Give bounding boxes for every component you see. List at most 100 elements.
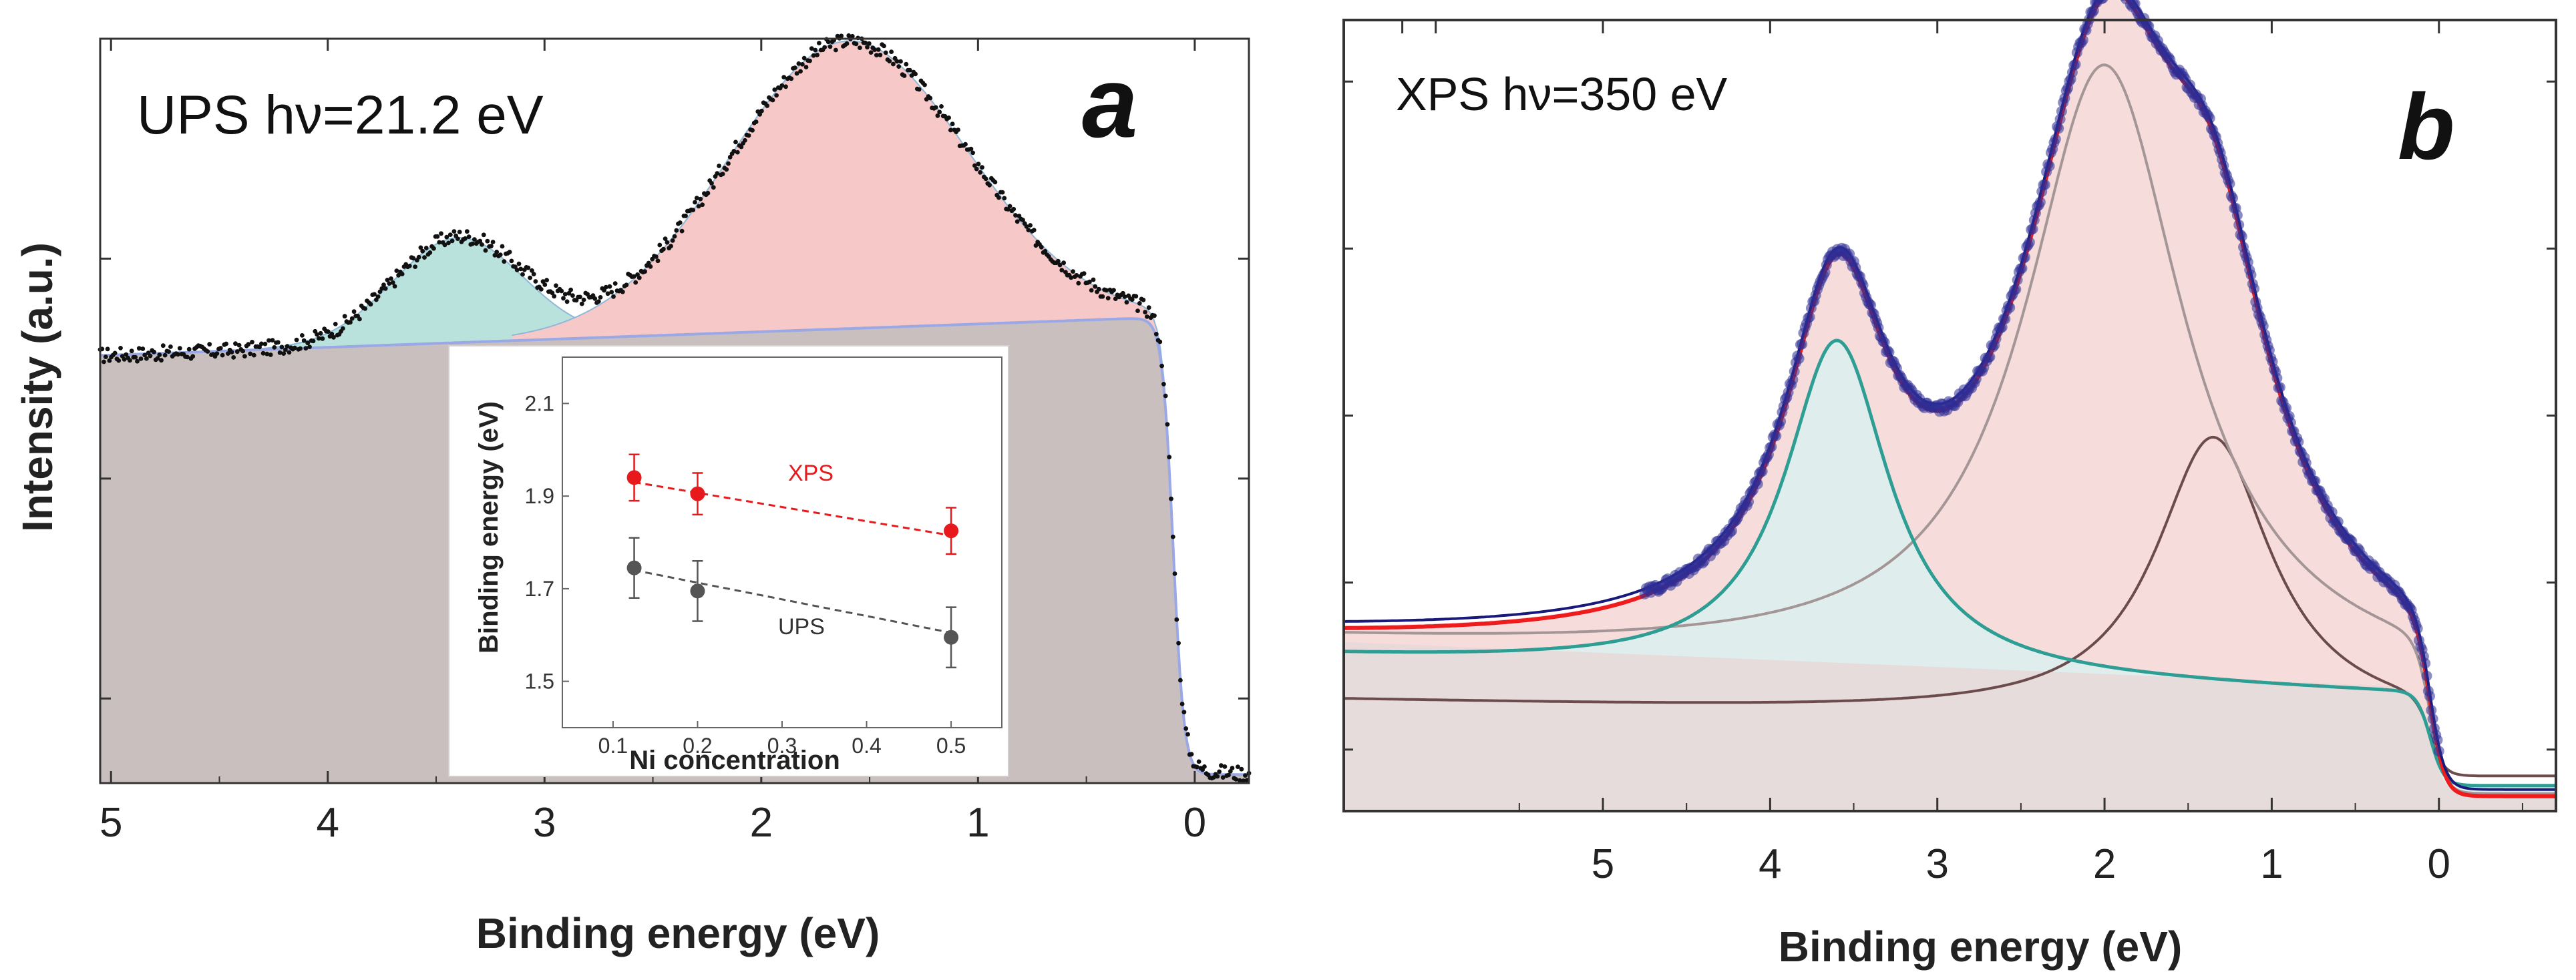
panel-a-data-point: [464, 229, 470, 234]
panel-a-data-point: [224, 341, 228, 346]
inset-y-tick-label: 2.1: [525, 391, 554, 415]
panel-a-data-point: [598, 295, 603, 300]
panel-a-data-point: [978, 170, 983, 175]
inset-point-ups: [944, 630, 959, 645]
panel-a-data-point: [1033, 243, 1039, 248]
panel-a-data-point: [733, 140, 738, 145]
panel-a-data-point: [889, 49, 894, 54]
panel-a-data-point: [935, 113, 940, 118]
panel-a-data-point: [248, 351, 253, 356]
panel-a-data-point: [233, 341, 238, 346]
panel-a-data-point: [596, 299, 601, 304]
panel-a-data-point: [956, 128, 960, 132]
panel-a-data-point: [1237, 778, 1242, 783]
panel-a-data-point: [485, 238, 490, 244]
panel-a-data-point: [604, 284, 608, 290]
panel-a-data-point: [317, 336, 321, 341]
panel-a-data-point: [190, 354, 196, 359]
panel-b-background-fill: [1344, 642, 2556, 811]
panel-a-data-point: [980, 165, 984, 170]
panel-a-data-point: [646, 260, 651, 266]
panel-a-data-point: [789, 76, 794, 81]
panel-a-data-point: [431, 246, 436, 251]
panel-a-data-point: [1129, 297, 1135, 302]
panel-b-data-point: [1726, 525, 1737, 537]
panel-a-peak-1p6-fill: [512, 41, 1184, 720]
panel-a-data-point: [1071, 269, 1075, 274]
panel-a-data-point: [765, 103, 770, 108]
panel-a-data-point: [451, 229, 457, 234]
inset-ylabel: Binding energy (eV): [474, 401, 504, 654]
panel-a-data-point: [878, 52, 883, 57]
panel-a-data-point: [679, 228, 685, 234]
panel-a-data-point: [772, 87, 777, 92]
panel-a-data-point: [140, 346, 146, 351]
panel-a-data-point: [281, 351, 286, 356]
panel-a-ticks: 5 4 3 2 1 0: [100, 39, 1249, 846]
panel-a-data-point: [735, 150, 740, 155]
panel-a-data-point: [155, 356, 160, 361]
panel-a-data-point: [717, 164, 721, 168]
panel-a-data-point: [1169, 496, 1173, 501]
panel-a-data-point: [509, 258, 514, 264]
panel-a-data-point: [1234, 777, 1238, 782]
panel-a-data-point: [937, 109, 942, 115]
panel-a-data-point: [262, 341, 268, 346]
panel-b-data-point: [1873, 322, 1884, 333]
panel-b-data-point: [2227, 192, 2238, 204]
panel-a-data-point: [946, 115, 951, 120]
panel-a-data-point: [779, 83, 785, 88]
panel-a-data-point: [152, 349, 156, 354]
panel-a-x-tick-label: 1: [966, 800, 989, 846]
panel-a-data-point: [1189, 752, 1194, 757]
panel-a-data-point: [494, 250, 500, 254]
inset-x-tick-label: 0.3: [767, 734, 797, 758]
panel-a-data-point: [1043, 248, 1048, 254]
panel-a-data-point: [502, 259, 507, 264]
panel-a-data-point: [715, 171, 720, 176]
panel-a-data-point: [112, 350, 118, 356]
panel-a-data-point: [607, 284, 612, 289]
panel-a-data-point: [136, 346, 142, 351]
panel-a-data-point: [648, 264, 653, 269]
panel-a-data-point: [142, 352, 148, 358]
panel-a-data-point: [242, 354, 247, 358]
panel-a-data-point: [387, 281, 392, 286]
panel-b-data-point: [2004, 302, 2016, 313]
panel-a-data-point: [883, 50, 888, 55]
inset-y-tick-label: 1.9: [525, 484, 554, 508]
panel-a-data-point: [1219, 763, 1224, 768]
panel-a-data-point: [498, 252, 503, 257]
panel-a-data-point: [168, 344, 173, 349]
panel-a-data-point: [612, 281, 618, 286]
panel-b-data-point: [2098, 0, 2108, 4]
panel-b-data-point: [2000, 313, 2011, 324]
panel-a-data-point: [300, 333, 305, 338]
panel-a-data-point: [661, 246, 666, 252]
panel-b-peak-2p0-line: [1344, 63, 2556, 795]
panel-a-data-point: [500, 244, 505, 249]
panel-a-data-point: [753, 119, 759, 124]
panel-b-x-tick-label: 3: [1925, 841, 1948, 887]
panel-a-data-point: [916, 87, 922, 92]
panel-a-data-point: [724, 167, 729, 172]
panel-a-ups-spectrum: 5 4 3 2 1 0 UPS hν=21.2 eV a Binding energy (…: [13, 33, 1252, 957]
panel-b-data-point: [1757, 466, 1768, 477]
panel-a-data-point: [264, 351, 270, 356]
panel-a-data-point: [277, 350, 283, 355]
panel-a-data-point: [894, 59, 900, 64]
panel-a-data-point: [746, 133, 751, 138]
panel-a-data-point: [813, 47, 818, 53]
panel-a-data-point: [538, 287, 544, 292]
panel-a-data-point: [399, 272, 405, 276]
panel-a-data-point: [185, 354, 190, 360]
panel-a-data-point: [392, 284, 397, 289]
panel-a-data-point: [220, 352, 225, 358]
panel-a-data-point: [240, 348, 245, 354]
panel-a-data-point: [1170, 534, 1175, 539]
panel-a-data-point: [1105, 296, 1111, 300]
panel-a-data-point: [609, 290, 614, 294]
panel-a-data-point: [1243, 773, 1248, 778]
panel-a-data-point: [368, 302, 373, 307]
panel-a-data-point: [483, 248, 488, 253]
